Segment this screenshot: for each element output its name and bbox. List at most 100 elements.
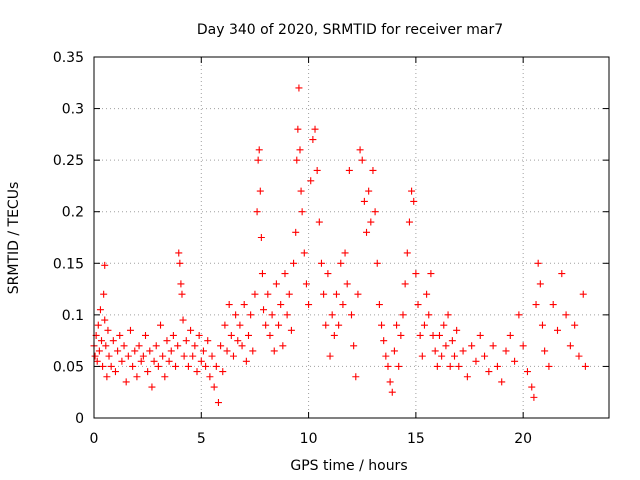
data-point	[485, 368, 493, 376]
data-point	[247, 311, 255, 319]
data-point	[297, 187, 305, 195]
data-point	[217, 342, 225, 350]
data-point	[174, 342, 182, 350]
data-point	[232, 311, 240, 319]
data-point	[104, 326, 112, 334]
data-point	[212, 362, 220, 370]
data-point	[240, 301, 248, 309]
data-point	[95, 347, 103, 355]
data-point	[459, 347, 467, 355]
y-tick-label: 0.05	[53, 359, 84, 375]
data-point	[99, 362, 107, 370]
data-point	[388, 388, 396, 396]
data-point	[425, 311, 433, 319]
data-point	[208, 352, 216, 360]
data-point	[163, 337, 171, 345]
data-point	[277, 301, 285, 309]
data-point	[414, 301, 422, 309]
data-point	[399, 311, 407, 319]
data-point	[427, 270, 435, 278]
data-point	[195, 331, 203, 339]
data-point	[281, 270, 289, 278]
data-point	[541, 347, 549, 355]
data-point	[100, 290, 108, 298]
data-point	[566, 342, 574, 350]
data-point	[254, 156, 262, 164]
x-tick-label: 20	[514, 431, 532, 447]
data-point	[358, 156, 366, 164]
data-point	[463, 373, 471, 381]
data-point	[234, 337, 242, 345]
data-point	[109, 337, 117, 345]
data-point	[554, 326, 561, 334]
data-point	[148, 383, 156, 391]
data-point	[255, 146, 263, 154]
data-point	[405, 218, 413, 226]
data-point	[341, 249, 349, 257]
data-point	[101, 261, 109, 269]
data-point	[446, 362, 454, 370]
data-point	[287, 326, 295, 334]
data-point	[225, 301, 233, 309]
data-point	[335, 321, 343, 329]
data-point	[448, 337, 456, 345]
data-point	[412, 270, 420, 278]
data-point	[453, 326, 461, 334]
data-point	[397, 331, 405, 339]
data-point	[251, 290, 259, 298]
chart-title: Day 340 of 2020, SRMTID for receiver mar…	[197, 22, 503, 38]
data-point	[337, 259, 345, 267]
data-point	[262, 321, 270, 329]
grid-lines	[94, 57, 609, 418]
data-point	[438, 352, 446, 360]
data-point	[249, 347, 257, 355]
data-point	[298, 208, 306, 216]
data-point	[433, 362, 441, 370]
data-point	[91, 352, 99, 360]
data-point	[105, 352, 113, 360]
data-point	[204, 337, 212, 345]
data-point	[107, 362, 115, 370]
data-point	[157, 321, 165, 329]
data-point	[118, 357, 126, 365]
data-point	[264, 290, 272, 298]
data-point	[152, 342, 160, 350]
data-point	[579, 290, 587, 298]
data-point	[345, 166, 353, 174]
data-point	[219, 368, 227, 376]
y-tick-label: 0.25	[53, 153, 84, 169]
data-point	[177, 280, 185, 288]
y-tick-label: 0.1	[62, 308, 84, 324]
data-point	[161, 373, 169, 381]
data-point	[330, 331, 338, 339]
data-point	[322, 321, 330, 329]
data-point	[476, 331, 484, 339]
data-point	[410, 197, 418, 205]
data-point	[352, 373, 360, 381]
data-point	[523, 368, 531, 376]
data-point	[354, 290, 362, 298]
data-point	[343, 280, 351, 288]
data-point	[339, 301, 347, 309]
data-point	[324, 270, 332, 278]
data-point	[191, 342, 199, 350]
data-point	[296, 146, 304, 154]
data-point	[442, 342, 450, 350]
data-point	[395, 362, 403, 370]
data-point	[356, 146, 364, 154]
data-point	[189, 352, 197, 360]
x-tick-label: 15	[407, 431, 425, 447]
data-point	[184, 362, 192, 370]
data-point	[258, 270, 266, 278]
data-point	[126, 326, 134, 334]
data-point	[530, 393, 538, 401]
data-point	[468, 342, 476, 350]
data-point	[182, 337, 190, 345]
data-point	[175, 249, 183, 257]
data-point	[206, 373, 214, 381]
data-point	[384, 362, 392, 370]
data-point	[245, 331, 252, 339]
data-point	[227, 331, 235, 339]
data-point	[515, 311, 523, 319]
data-point	[146, 347, 154, 355]
